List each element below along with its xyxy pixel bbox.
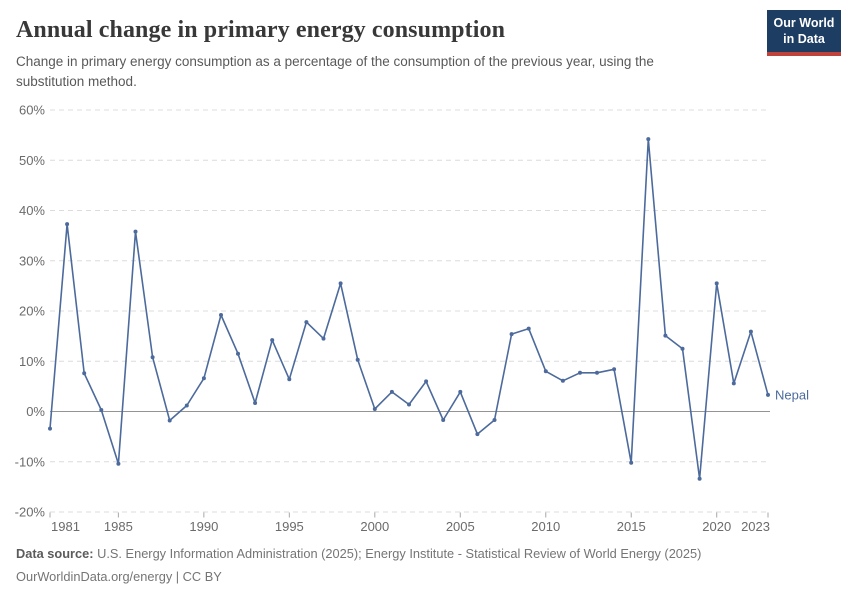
- x-axis-label: 2015: [617, 519, 646, 534]
- data-point[interactable]: [270, 338, 275, 343]
- data-point[interactable]: [201, 376, 206, 381]
- x-axis-label: 2000: [360, 519, 389, 534]
- y-axis-label: 20%: [19, 304, 45, 319]
- x-axis-label: 1981: [51, 519, 80, 534]
- data-point[interactable]: [595, 370, 599, 375]
- data-point[interactable]: [441, 418, 446, 422]
- y-axis-label: -10%: [15, 454, 46, 469]
- nepal-line[interactable]: [49, 138, 769, 480]
- series-end-label[interactable]: Nepal: [775, 387, 809, 402]
- x-axis-label: 1985: [104, 519, 133, 534]
- data-point[interactable]: [697, 476, 702, 481]
- owid-logo-line2: in Data: [783, 32, 825, 47]
- data-point[interactable]: [748, 329, 753, 334]
- page-title: Annual change in primary energy consumpt…: [16, 17, 506, 43]
- data-point[interactable]: [560, 378, 565, 383]
- data-point[interactable]: [766, 392, 770, 397]
- owid-logo[interactable]: Our World in Data: [767, 10, 841, 56]
- y-axis-label: -20%: [15, 505, 46, 520]
- y-axis-label: 0%: [26, 404, 45, 419]
- data-point[interactable]: [578, 370, 582, 375]
- x-axis-label: 1995: [275, 519, 304, 534]
- data-point[interactable]: [82, 371, 87, 376]
- data-point[interactable]: [167, 418, 172, 423]
- owid-logo-line1: Our World: [773, 16, 835, 30]
- chart-footer: Data source: U.S. Energy Information Adm…: [16, 542, 701, 588]
- data-point[interactable]: [338, 281, 343, 286]
- chart-subtitle: Change in primary energy consumption as …: [16, 54, 654, 89]
- data-point[interactable]: [372, 407, 377, 411]
- data-source-line: Data source: U.S. Energy Information Adm…: [16, 542, 701, 565]
- data-point[interactable]: [150, 355, 155, 360]
- data-point[interactable]: [646, 137, 651, 142]
- x-axis-label: 2005: [446, 519, 475, 534]
- data-point[interactable]: [543, 369, 548, 374]
- data-point[interactable]: [509, 332, 514, 337]
- y-axis-label: 60%: [19, 103, 45, 118]
- x-axis-label: 1990: [189, 519, 218, 534]
- data-point[interactable]: [116, 461, 121, 466]
- data-point[interactable]: [253, 401, 258, 405]
- x-axis-label: 2010: [531, 519, 560, 534]
- data-point[interactable]: [458, 389, 463, 394]
- data-point[interactable]: [287, 377, 292, 382]
- data-point[interactable]: [389, 389, 394, 394]
- data-point[interactable]: [355, 357, 360, 362]
- data-point[interactable]: [99, 408, 104, 412]
- data-point[interactable]: [424, 379, 429, 384]
- data-point[interactable]: [731, 381, 736, 386]
- data-source-text: U.S. Energy Information Administration (…: [97, 546, 702, 561]
- data-point[interactable]: [612, 367, 617, 372]
- data-point[interactable]: [184, 403, 189, 408]
- license-line: OurWorldinData.org/energy | CC BY: [16, 565, 701, 588]
- data-point[interactable]: [714, 281, 719, 286]
- data-point[interactable]: [629, 460, 634, 465]
- data-point[interactable]: [48, 426, 52, 431]
- data-point[interactable]: [475, 432, 480, 437]
- y-axis-label: 30%: [19, 253, 45, 268]
- data-point[interactable]: [680, 346, 685, 351]
- data-point[interactable]: [236, 351, 240, 356]
- y-axis-label: 50%: [19, 153, 45, 168]
- data-point[interactable]: [65, 222, 70, 227]
- data-point[interactable]: [663, 333, 668, 338]
- data-point[interactable]: [304, 320, 309, 325]
- data-point[interactable]: [526, 326, 531, 331]
- y-axis-label: 40%: [19, 203, 45, 218]
- data-point[interactable]: [407, 402, 411, 407]
- data-source-label: Data source:: [16, 546, 94, 561]
- footer-link[interactable]: OurWorldinData.org/energy | CC BY: [16, 569, 222, 584]
- x-axis-label: 2023: [741, 519, 770, 534]
- x-axis-label: 2020: [702, 519, 731, 534]
- data-point[interactable]: [133, 229, 138, 234]
- data-point[interactable]: [492, 418, 497, 422]
- data-point[interactable]: [219, 313, 223, 317]
- data-point[interactable]: [321, 336, 326, 341]
- y-axis-label: 10%: [19, 354, 45, 369]
